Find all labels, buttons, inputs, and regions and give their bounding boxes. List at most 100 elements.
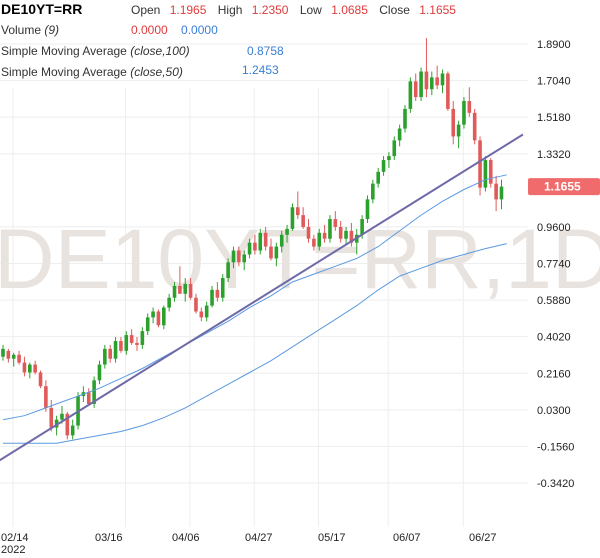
last-price-tag: 1.1655 [528,178,600,196]
candle-body [290,207,295,229]
candle-body [92,380,96,404]
candle-body [269,246,273,259]
y-tick-label: 1.8900 [537,39,571,51]
candle-body [204,305,209,318]
high-label: High [217,3,243,17]
high-value: 1.2350 [251,3,289,17]
volume-param: (9) [44,23,60,37]
candle-body [6,350,11,359]
candle-body [97,364,102,381]
candle-body [279,234,284,247]
x-tick-label: 02/14 [1,532,29,544]
candle-body [247,242,252,255]
candle-body [1,348,5,357]
candle-body [28,364,32,373]
candle-body [419,71,423,98]
candle-body [430,77,434,90]
y-tick-label: -0.3420 [537,478,574,490]
close-value: 1.1655 [419,3,456,17]
trendline[interactable] [0,133,524,464]
candle-body [151,311,155,318]
candle-body [215,289,220,298]
candle-body [220,278,225,298]
chart-grid [0,43,528,527]
candle-body [86,392,91,404]
candle-body [226,262,230,279]
price-axis[interactable]: 1.8900 1.7040 1.5180 1.3320 0.9600 0.7740 0.58… [537,39,574,490]
candle-body [258,232,263,251]
candle-body [65,413,70,436]
candle-body [478,140,482,188]
candle-body [467,101,472,113]
candle-body [392,140,397,157]
candle-body [194,297,198,312]
candle-body [328,219,332,239]
volume-label: Volume [1,23,42,37]
candle-body [119,340,123,351]
candle-body [413,81,418,98]
x-tick-label: 06/27 [469,532,497,544]
candle-body [178,285,182,294]
sma100-label: Simple Moving Average [1,44,127,58]
candle-body [135,342,139,345]
close-label: Close [379,3,410,17]
candle-body [403,108,407,129]
candle-body [11,354,16,359]
y-tick-label: 1.7040 [537,76,571,88]
candle-body [488,160,493,184]
candle-body [483,160,488,188]
sma50-value: 1.2453 [242,63,279,77]
candle-body [435,77,439,86]
sma50-param: (close,50) [130,65,183,79]
candle-body [456,124,461,137]
time-axis[interactable]: 02/14 03/16 04/06 04/27 05/17 06/07 06/27 2022 [1,532,497,556]
candle-body [499,186,504,200]
sma100-legend[interactable]: Simple Moving Average (close,100) [1,44,190,58]
y-tick-label: 0.4020 [537,332,571,344]
candle-body [129,335,134,343]
candle-body [440,73,445,86]
candle-body [344,230,348,239]
candle-body [49,407,54,428]
open-value: 1.1965 [169,3,207,17]
candle-body [17,354,21,363]
candle-body [338,226,343,239]
candle-body [349,230,354,243]
candle-body [183,283,188,294]
candle-body [360,219,364,235]
candle-body [237,250,241,263]
sma50-value-wrap: 1.2453 [242,63,279,77]
sma50-legend[interactable]: Simple Moving Average (close,50) [1,65,183,79]
low-value: 1.0685 [331,3,368,17]
x-tick-label: 04/06 [172,532,200,544]
candle-body [494,183,498,200]
candle-body [397,128,402,141]
candle-body [296,207,300,216]
sma100-value: 0.8758 [247,44,284,58]
candle-body [263,232,268,247]
candle-body [22,362,27,373]
y-tick-label: 1.5180 [537,112,571,124]
candle-body [44,386,48,408]
sma100-value-wrap: 0.8758 [247,44,284,58]
candle-body [124,335,129,351]
x-tick-label: 05/17 [318,532,346,544]
candle-body [408,81,413,109]
candle-body [285,228,289,235]
candle-body [103,348,107,365]
candle-body [306,226,311,239]
low-label: Low [299,3,322,17]
sma-100-line [3,243,507,444]
candle-body [188,283,193,298]
volume-legend[interactable]: Volume (9) [1,23,59,37]
candle-body [301,215,305,227]
symbol-name: DE10YT=RR [1,1,83,17]
y-tick-label: 0.5880 [537,295,571,307]
ohlc-legend: DE10YT=RR [1,1,82,17]
sma50-label: Simple Moving Average [1,65,127,79]
candle-body [167,297,171,308]
open-label: Open [131,3,161,17]
candle-body [210,289,214,306]
y-tick-label: 0.9600 [537,222,571,234]
